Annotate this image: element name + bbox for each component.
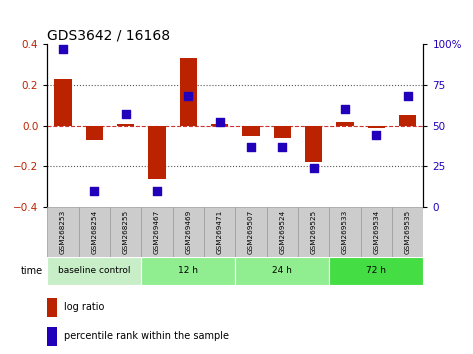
Bar [392, 207, 423, 257]
Bar [336, 122, 354, 126]
Bar [329, 207, 360, 257]
Bar [47, 257, 141, 285]
Bar [47, 207, 79, 257]
Text: 72 h: 72 h [366, 266, 386, 275]
Bar [211, 124, 228, 126]
Bar [267, 207, 298, 257]
Point [404, 93, 412, 99]
Text: GSM269534: GSM269534 [373, 210, 379, 254]
Bar [235, 257, 329, 285]
Point [373, 133, 380, 138]
Text: GSM269525: GSM269525 [311, 210, 316, 254]
Text: baseline control: baseline control [58, 266, 131, 275]
Text: GSM269469: GSM269469 [185, 210, 191, 254]
Text: GSM269533: GSM269533 [342, 210, 348, 254]
Text: percentile rank within the sample: percentile rank within the sample [64, 331, 229, 342]
Text: 24 h: 24 h [272, 266, 292, 275]
Text: GSM269471: GSM269471 [217, 210, 223, 254]
Bar [274, 126, 291, 138]
Text: GSM268254: GSM268254 [91, 210, 97, 254]
Bar [173, 207, 204, 257]
Point [90, 188, 98, 194]
Text: GSM268255: GSM268255 [123, 210, 129, 254]
Text: GSM269507: GSM269507 [248, 210, 254, 254]
Bar [180, 58, 197, 126]
Point [310, 165, 317, 171]
Bar [360, 207, 392, 257]
Bar [399, 115, 416, 126]
Bar [47, 298, 57, 316]
Bar [110, 207, 141, 257]
Point [247, 144, 255, 150]
Text: 12 h: 12 h [178, 266, 198, 275]
Text: log ratio: log ratio [64, 302, 105, 312]
Bar [141, 257, 235, 285]
Text: GSM269535: GSM269535 [405, 210, 411, 254]
Point [216, 120, 223, 125]
Bar [141, 207, 173, 257]
Text: GDS3642 / 16168: GDS3642 / 16168 [47, 28, 170, 42]
Bar [86, 126, 103, 140]
Point [153, 188, 161, 194]
Point [341, 107, 349, 112]
Point [59, 46, 67, 52]
Bar [329, 257, 423, 285]
Bar [298, 207, 329, 257]
Point [279, 144, 286, 150]
Text: GSM269524: GSM269524 [280, 210, 285, 254]
Bar [79, 207, 110, 257]
Bar [368, 126, 385, 128]
Text: GSM268253: GSM268253 [60, 210, 66, 254]
Text: time: time [20, 266, 43, 276]
Bar [242, 126, 260, 136]
Bar [204, 207, 235, 257]
Bar [305, 126, 322, 162]
Point [184, 93, 192, 99]
Bar [149, 126, 166, 179]
Bar [235, 207, 267, 257]
Text: GSM269467: GSM269467 [154, 210, 160, 254]
Bar [54, 79, 71, 126]
Point [122, 112, 130, 117]
Bar [47, 327, 57, 346]
Bar [117, 124, 134, 126]
